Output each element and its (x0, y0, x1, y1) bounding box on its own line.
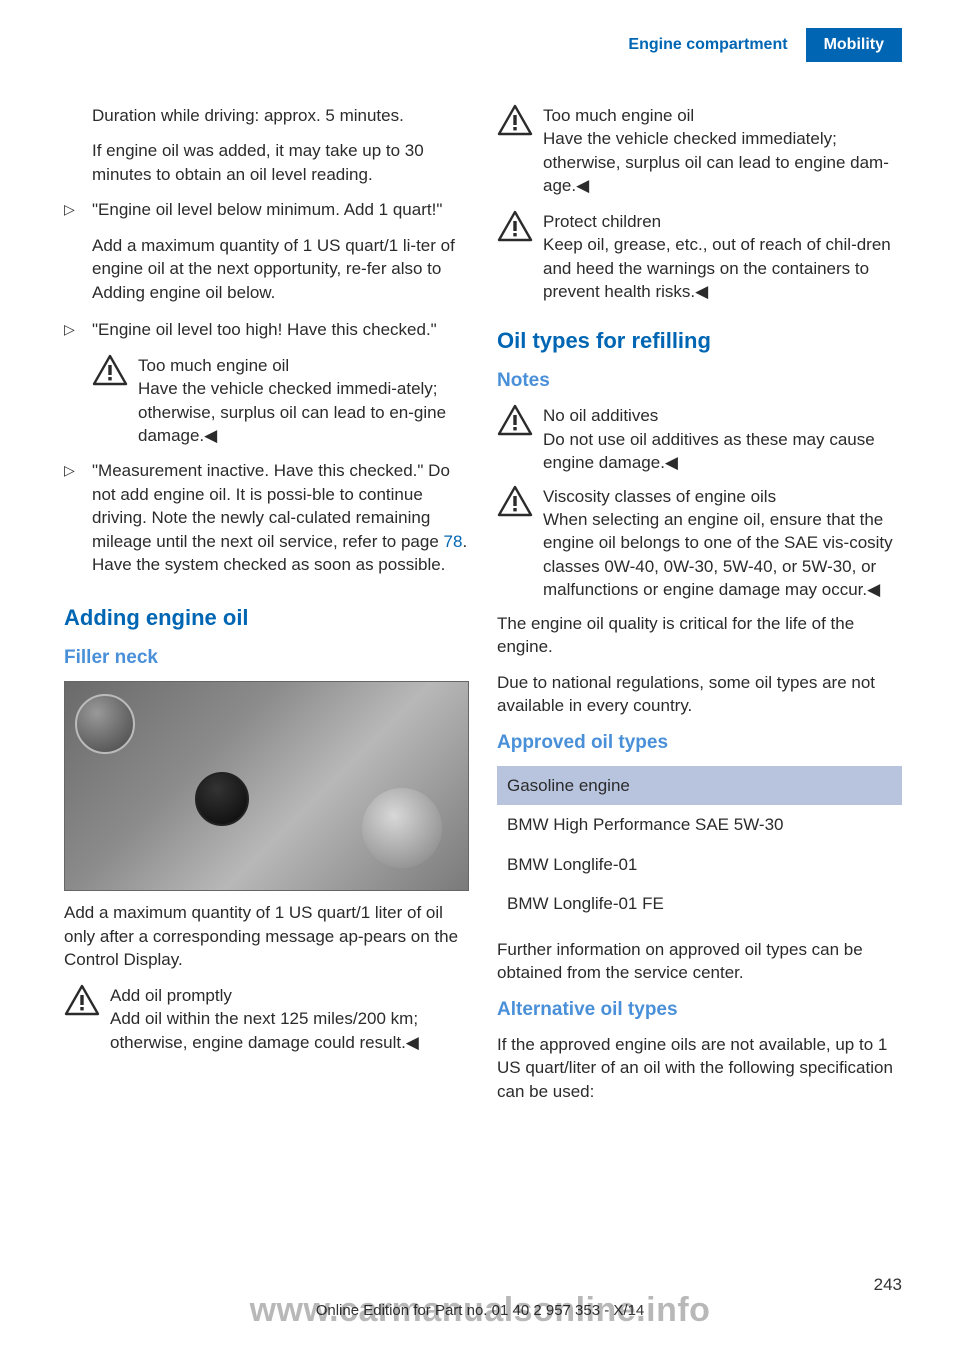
warning-body: Have the vehicle checked immediately; ot… (543, 127, 902, 197)
warning-icon (92, 354, 128, 386)
page-link[interactable]: 78 (444, 532, 463, 551)
warning-block: Too much engine oil Have the vehicle che… (497, 104, 902, 198)
warning-title: Protect children (543, 210, 902, 233)
list-item: ▷ "Engine oil level too high! Have this … (64, 318, 469, 457)
breadcrumb: Engine compartment Mobility (610, 28, 902, 62)
warning-block: Too much engine oil Have the vehicle che… (92, 354, 469, 448)
warning-block: No oil additives Do not use oil additive… (497, 404, 902, 474)
warning-icon (497, 210, 533, 242)
warning-title: Add oil promptly (110, 984, 469, 1007)
body-text: If the approved engine oils are not avai… (497, 1033, 902, 1103)
table-cell: BMW Longlife-01 FE (497, 884, 902, 923)
list-item: ▷ "Engine oil level below minimum. Add 1… (64, 198, 469, 316)
breadcrumb-section: Engine compartment (610, 28, 805, 62)
right-column: Too much engine oil Have the vehicle che… (497, 104, 902, 1115)
warning-icon (497, 404, 533, 436)
bullet-icon: ▷ (64, 198, 92, 220)
body-text: Add a maximum quantity of 1 US quart/1 l… (92, 234, 469, 304)
body-text: If engine oil was added, it may take up … (64, 139, 469, 186)
warning-icon (64, 984, 100, 1016)
filler-neck-figure (64, 681, 469, 891)
warning-title: Viscosity classes of engine oils (543, 485, 902, 508)
body-text: Add a maximum quantity of 1 US quart/1 l… (64, 901, 469, 971)
breadcrumb-chapter: Mobility (806, 28, 902, 62)
body-text: Duration while driving: approx. 5 minute… (64, 104, 469, 127)
warning-block: Add oil promptly Add oil within the next… (64, 984, 469, 1054)
footer-text: Online Edition for Part no. 01 40 2 957 … (0, 1301, 960, 1322)
subsection-heading: Approved oil types (497, 730, 902, 756)
section-heading: Adding engine oil (64, 603, 469, 633)
warning-block: Viscosity classes of engine oils When se… (497, 485, 902, 602)
body-text: "Engine oil level too high! Have this ch… (92, 318, 469, 341)
bullet-icon: ▷ (64, 318, 92, 340)
table-cell: BMW Longlife-01 (497, 845, 902, 884)
body-text: The engine oil quality is critical for t… (497, 612, 902, 659)
warning-block: Protect children Keep oil, grease, etc.,… (497, 210, 902, 304)
warning-body: Do not use oil additives as these may ca… (543, 428, 902, 475)
body-text: "Measurement inactive. Have this checked… (92, 459, 469, 576)
warning-title: Too much engine oil (543, 104, 902, 127)
page-number: 243 (874, 1273, 902, 1296)
approved-oils-table: Gasoline engine BMW High Performance SAE… (497, 766, 902, 924)
warning-body: When selecting an engine oil, ensure tha… (543, 508, 902, 602)
body-text: Further information on approved oil type… (497, 938, 902, 985)
warning-title: No oil additives (543, 404, 902, 427)
warning-icon (497, 104, 533, 136)
warning-body: Keep oil, grease, etc., out of reach of … (543, 233, 902, 303)
warning-body: Add oil within the next 125 miles/200 km… (110, 1007, 469, 1054)
warning-title: Too much engine oil (138, 354, 469, 377)
subsection-heading: Notes (497, 368, 902, 394)
subsection-heading: Alternative oil types (497, 997, 902, 1023)
section-heading: Oil types for refilling (497, 326, 902, 356)
warning-body: Have the vehicle checked immedi‐ately; o… (138, 377, 469, 447)
subsection-heading: Filler neck (64, 645, 469, 671)
table-cell: BMW High Performance SAE 5W-30 (497, 805, 902, 844)
bullet-icon: ▷ (64, 459, 92, 481)
body-text: "Engine oil level below minimum. Add 1 q… (92, 198, 469, 221)
body-text: Due to national regulations, some oil ty… (497, 671, 902, 718)
warning-icon (497, 485, 533, 517)
table-header: Gasoline engine (497, 766, 902, 805)
list-item: ▷ "Measurement inactive. Have this check… (64, 459, 469, 588)
left-column: Duration while driving: approx. 5 minute… (64, 104, 469, 1115)
